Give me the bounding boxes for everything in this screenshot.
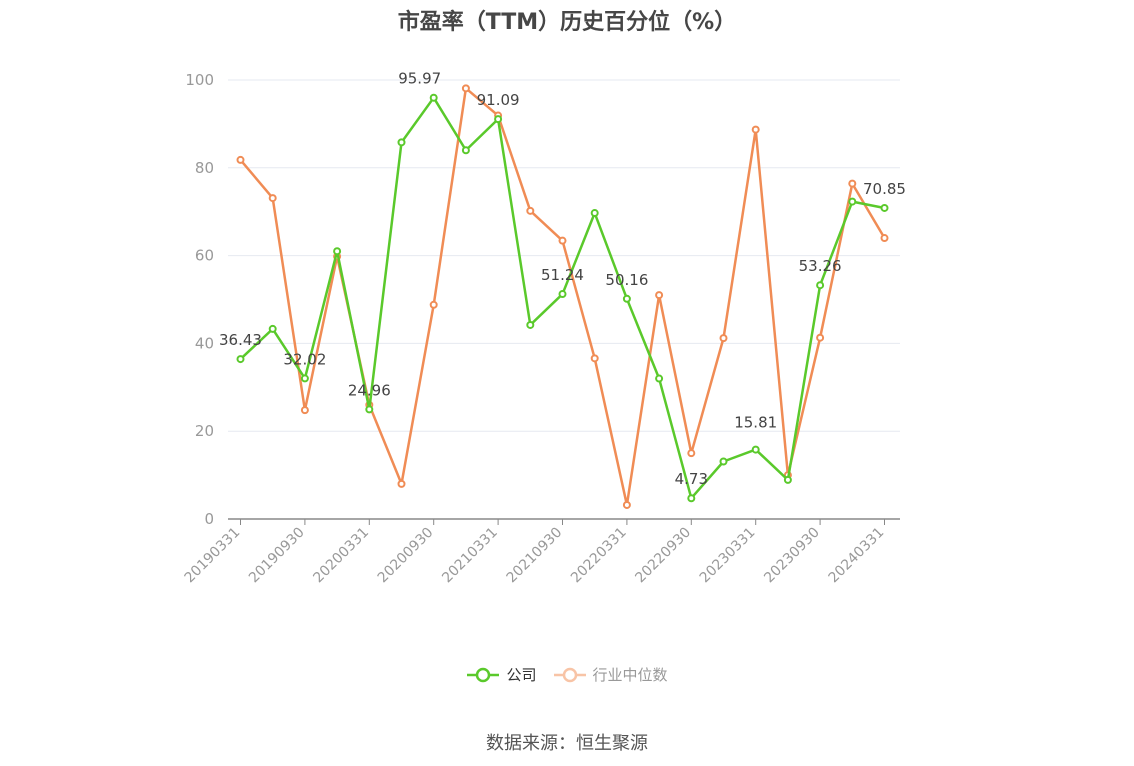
data-label: 4.73 xyxy=(675,470,708,488)
y-tick-label: 100 xyxy=(185,71,214,89)
x-tick-label: 20190331 xyxy=(182,525,244,587)
data-label: 53.26 xyxy=(799,257,842,275)
grid-lines xyxy=(228,79,900,432)
data-point xyxy=(429,300,438,309)
data-point xyxy=(300,374,309,383)
y-tick-label: 60 xyxy=(195,247,214,265)
data-point xyxy=(429,93,438,102)
data-point xyxy=(590,354,599,363)
data-point xyxy=(300,406,309,415)
data-label: 95.97 xyxy=(398,70,441,88)
legend-item-industry[interactable]: 行业中位数 xyxy=(553,664,668,685)
data-point xyxy=(751,445,760,454)
data-point xyxy=(397,479,406,488)
data-point xyxy=(816,281,825,290)
data-point xyxy=(558,290,567,299)
data-point xyxy=(622,500,631,509)
data-label: 36.43 xyxy=(219,331,262,349)
data-point xyxy=(848,179,857,188)
x-tick-label: 20240331 xyxy=(826,525,888,587)
data-point xyxy=(461,84,470,93)
chart-title: 市盈率（TTM）历史百分位（%） xyxy=(397,10,737,35)
data-label: 15.81 xyxy=(734,414,777,432)
data-point xyxy=(687,494,696,503)
legend-industry-line-icon xyxy=(553,667,586,682)
data-point xyxy=(816,333,825,342)
data-point xyxy=(268,324,277,333)
y-tick-label: 40 xyxy=(195,334,214,352)
legend-company-line-icon xyxy=(467,667,500,682)
data-label: 50.16 xyxy=(605,271,648,289)
data-point xyxy=(655,291,664,300)
data-point xyxy=(236,355,245,364)
data-label: 51.24 xyxy=(541,266,584,284)
axes: 0 20 40 60 80 100 20190331 20190930 20200331 2020… xyxy=(182,71,900,586)
x-tick-label: 20220331 xyxy=(568,525,630,587)
data-point xyxy=(461,146,470,155)
data-point xyxy=(526,320,535,329)
x-tick-label: 20190930 xyxy=(246,525,308,587)
data-label: 24.96 xyxy=(348,381,391,399)
x-tick-label: 20200930 xyxy=(375,525,437,587)
x-tick-label: 20230331 xyxy=(697,525,759,587)
data-point xyxy=(655,374,664,383)
data-label: 91.09 xyxy=(477,91,520,109)
x-tick-label: 20230930 xyxy=(761,525,823,587)
legend-label-company: 公司 xyxy=(506,666,537,684)
data-point xyxy=(397,138,406,147)
y-tick-label: 80 xyxy=(195,159,214,177)
data-point xyxy=(365,405,374,414)
data-point xyxy=(268,194,277,203)
data-labels: 36.43 32.02 24.96 95.97 91.09 51.24 50.16 4.73 1… xyxy=(219,70,906,489)
x-tick-label: 20220930 xyxy=(632,525,694,587)
legend-item-company[interactable]: 公司 xyxy=(466,664,537,685)
data-point xyxy=(622,294,631,303)
data-point xyxy=(751,125,760,134)
data-point xyxy=(236,155,245,164)
series-lines xyxy=(236,84,889,509)
data-point xyxy=(880,203,889,212)
data-label: 70.85 xyxy=(863,180,906,198)
data-point xyxy=(558,236,567,245)
data-point xyxy=(526,206,535,215)
series-company xyxy=(236,93,889,503)
x-tick-label: 20200331 xyxy=(310,525,372,587)
data-point xyxy=(848,197,857,206)
source-note: 数据来源：恒生聚源 xyxy=(486,733,648,754)
data-point xyxy=(494,115,503,124)
y-tick-label: 0 xyxy=(204,510,214,528)
x-tick-label: 20210930 xyxy=(504,525,566,587)
data-point xyxy=(590,209,599,218)
data-point xyxy=(719,457,728,466)
data-point xyxy=(783,475,792,484)
x-tick-label: 20210331 xyxy=(439,525,501,587)
data-label: 32.02 xyxy=(283,350,326,368)
legend: 公司 行业中位数 xyxy=(0,664,1134,685)
data-point xyxy=(880,234,889,243)
y-tick-label: 20 xyxy=(195,422,214,440)
data-point xyxy=(719,334,728,343)
data-point xyxy=(687,449,696,458)
data-point xyxy=(333,247,342,256)
legend-label-industry: 行业中位数 xyxy=(592,666,668,684)
